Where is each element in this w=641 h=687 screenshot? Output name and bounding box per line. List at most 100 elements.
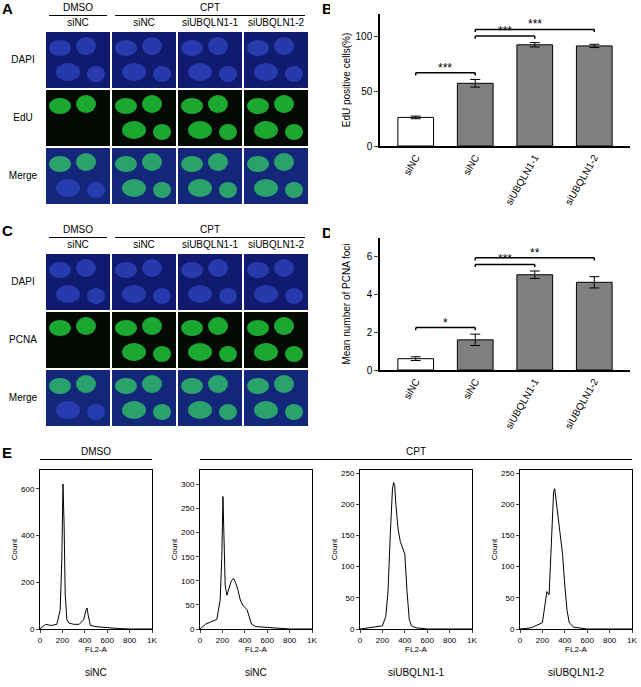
svg-text:siUBQLN1-2: siUBQLN1-2 [548, 667, 605, 678]
svg-text:1K: 1K [307, 636, 317, 645]
svg-text:0: 0 [358, 636, 363, 645]
svg-text:siNC: siNC [401, 377, 421, 401]
html-text:C: C [2, 222, 13, 239]
svg-text:0: 0 [350, 625, 355, 634]
svg-text:siUBQLN1-1: siUBQLN1-1 [503, 376, 541, 430]
svg-text:4: 4 [367, 289, 373, 300]
svg-text:250: 250 [181, 504, 195, 513]
svg-text:150: 150 [341, 531, 355, 540]
svg-text:400: 400 [21, 531, 35, 540]
svg-text:2: 2 [367, 327, 373, 338]
svg-text:Count: Count [330, 538, 339, 560]
svg-text:800: 800 [603, 636, 617, 645]
svg-text:1K: 1K [467, 636, 477, 645]
svg-text:200: 200 [181, 528, 195, 537]
svg-text:100: 100 [356, 31, 373, 42]
svg-text:siUBQLN1-1: siUBQLN1-1 [388, 667, 445, 678]
svg-text:0: 0 [30, 625, 35, 634]
html-text:A: A [2, 0, 13, 17]
svg-text:200: 200 [536, 636, 550, 645]
svg-text:400: 400 [78, 636, 92, 645]
svg-text:600: 600 [581, 636, 595, 645]
html-text:Merge: Merge [8, 170, 38, 181]
svg-text:800: 800 [123, 636, 137, 645]
svg-text:0: 0 [518, 636, 523, 645]
svg-text:0: 0 [198, 636, 203, 645]
svg-text:200: 200 [501, 500, 515, 509]
svg-text:50: 50 [505, 594, 514, 603]
svg-text:600: 600 [101, 636, 115, 645]
html-text:CPT: CPT [200, 224, 220, 235]
html-text:CPT: CPT [200, 2, 220, 13]
html-text:siUBQLN1-2: siUBQLN1-2 [247, 17, 305, 28]
html-text:siNC: siNC [67, 239, 89, 250]
svg-text:*: * [443, 316, 448, 330]
svg-text:100: 100 [181, 577, 195, 586]
svg-text:800: 800 [443, 636, 457, 645]
svg-text:150: 150 [181, 553, 195, 562]
svg-text:siUBQLN1-2: siUBQLN1-2 [563, 152, 601, 206]
svg-text:200: 200 [376, 636, 390, 645]
svg-text:400: 400 [398, 636, 412, 645]
svg-text:600: 600 [21, 485, 35, 494]
svg-text:EdU positive cells(%): EdU positive cells(%) [341, 33, 352, 127]
svg-text:0: 0 [367, 365, 373, 376]
html-text:siUBQLN1-1: siUBQLN1-1 [181, 239, 239, 250]
svg-text:siNC: siNC [461, 153, 481, 177]
svg-text:1K: 1K [147, 636, 157, 645]
html-text:DMSO: DMSO [63, 224, 93, 235]
svg-text:siNC: siNC [401, 153, 421, 177]
svg-text:***: *** [498, 24, 512, 38]
svg-text:50: 50 [185, 601, 194, 610]
svg-text:0: 0 [510, 625, 515, 634]
html-text:siNC: siNC [133, 239, 155, 250]
svg-text:150: 150 [501, 531, 515, 540]
svg-text:250: 250 [341, 469, 355, 478]
html-text:siUBQLN1-1: siUBQLN1-1 [181, 17, 239, 28]
svg-text:50: 50 [361, 86, 373, 97]
html-text:EdU: EdU [13, 112, 33, 123]
svg-text:200: 200 [21, 578, 35, 587]
svg-text:FL2-A: FL2-A [405, 645, 427, 654]
svg-text:***: *** [528, 17, 542, 31]
svg-text:***: *** [498, 252, 512, 266]
svg-text:siUBQLN1-2: siUBQLN1-2 [563, 376, 601, 430]
html-text:siUBQLN1-2: siUBQLN1-2 [247, 239, 305, 250]
svg-text:200: 200 [56, 636, 70, 645]
svg-text:**: ** [530, 246, 540, 260]
html-text:siNC: siNC [133, 17, 155, 28]
svg-text:200: 200 [341, 500, 355, 509]
svg-text:siNC: siNC [461, 377, 481, 401]
svg-text:400: 400 [238, 636, 252, 645]
html-text:DAPI: DAPI [11, 54, 35, 65]
svg-text:***: *** [438, 61, 452, 75]
svg-text:300: 300 [181, 480, 195, 489]
svg-text:Count: Count [170, 538, 179, 560]
svg-text:200: 200 [216, 636, 230, 645]
svg-text:siNC: siNC [85, 667, 107, 678]
html-text:DAPI: DAPI [11, 276, 35, 287]
svg-text:Count: Count [10, 538, 19, 560]
svg-text:FL2-A: FL2-A [245, 645, 267, 654]
svg-text:Mean number of PCNA foci: Mean number of PCNA foci [341, 243, 352, 364]
svg-text:siNC: siNC [245, 667, 267, 678]
svg-text:FL2-A: FL2-A [565, 645, 587, 654]
svg-text:50: 50 [345, 594, 354, 603]
svg-text:0: 0 [190, 625, 195, 634]
svg-text:siUBQLN1-1: siUBQLN1-1 [503, 152, 541, 206]
svg-text:FL2-A: FL2-A [85, 645, 107, 654]
html-text:siNC: siNC [67, 17, 89, 28]
svg-text:Count: Count [490, 538, 499, 560]
svg-text:100: 100 [341, 562, 355, 571]
svg-text:0: 0 [38, 636, 43, 645]
svg-text:0: 0 [367, 141, 373, 152]
svg-text:600: 600 [261, 636, 275, 645]
html-text:DMSO: DMSO [63, 2, 93, 13]
svg-text:6: 6 [367, 251, 373, 262]
svg-text:800: 800 [283, 636, 297, 645]
svg-text:100: 100 [501, 562, 515, 571]
svg-text:1K: 1K [627, 636, 637, 645]
svg-text:250: 250 [501, 469, 515, 478]
svg-text:400: 400 [558, 636, 572, 645]
svg-text:600: 600 [421, 636, 435, 645]
